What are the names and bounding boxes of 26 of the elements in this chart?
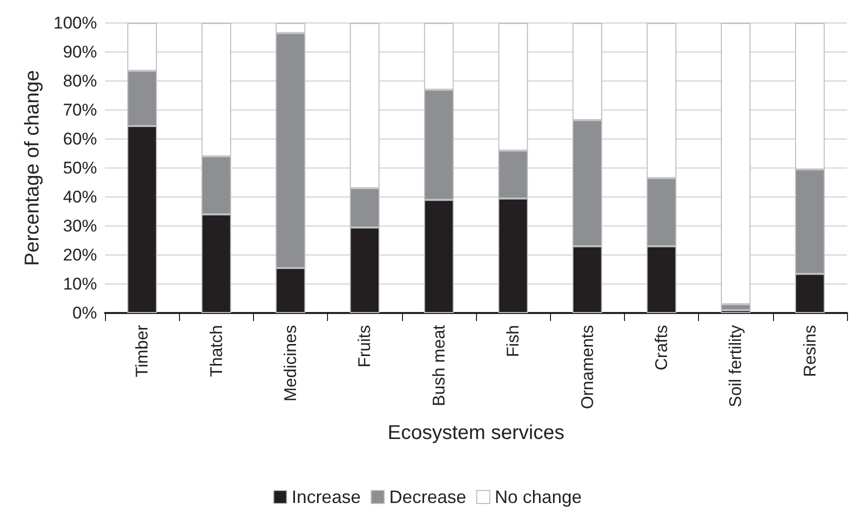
x-tick-label: Bush meat: [429, 324, 448, 406]
legend-label: No change: [494, 487, 582, 507]
y-tick-label: 50%: [62, 158, 97, 178]
y-tick-label: 100%: [54, 14, 97, 32]
y-tick-label: 20%: [62, 246, 97, 264]
x-tick-label: Ornaments: [578, 325, 597, 410]
y-axis-title: Percentage of change: [22, 70, 44, 266]
x-tick-label: Timber: [132, 324, 152, 378]
y-tick-label: 10%: [62, 274, 97, 294]
legend-label: Increase: [292, 487, 361, 507]
y-tick-label: 60%: [62, 130, 97, 148]
legend-label: Decrease: [389, 487, 466, 507]
x-tick-label: Medicines: [281, 325, 300, 402]
y-tick-label: 70%: [62, 100, 97, 120]
x-tick-label: Thatch: [206, 325, 226, 377]
y-tick-label: 0%: [72, 304, 97, 322]
x-tick-label: Fish: [504, 325, 523, 358]
y-tick-label: 80%: [62, 72, 97, 90]
x-tick-label: Resins: [800, 325, 820, 377]
y-tick-label: 40%: [62, 188, 97, 206]
x-tick-label: Fruits: [355, 325, 374, 368]
x-axis-title: Ecosystem services: [388, 422, 564, 444]
x-tick-label: Soil fertility: [726, 324, 746, 408]
x-tick-label: Crafts: [652, 325, 671, 370]
y-tick-label: 30%: [62, 216, 97, 236]
y-tick-label: 90%: [62, 42, 97, 62]
